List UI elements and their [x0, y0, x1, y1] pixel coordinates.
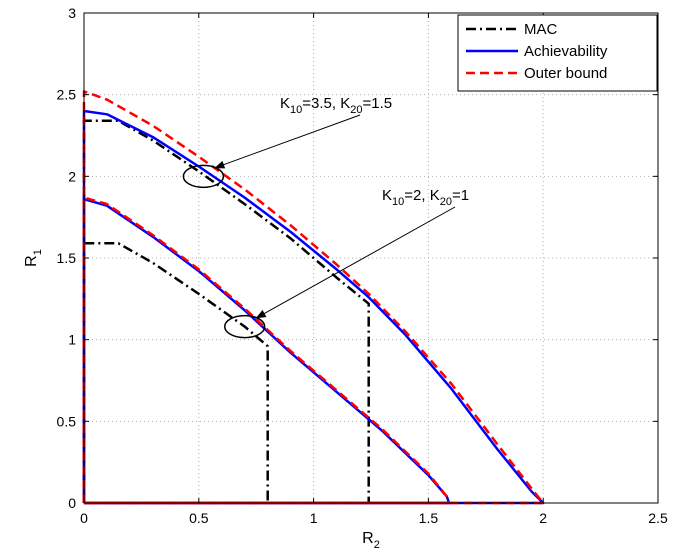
annotation-arrowhead [214, 160, 226, 169]
series-layer [82, 90, 545, 505]
y-tick-label: 3 [68, 5, 76, 21]
x-tick-label: 2.5 [648, 510, 668, 526]
legend-label: MAC [524, 21, 558, 38]
x-axis-label: R2 [362, 530, 380, 551]
legend-label: Outer bound [524, 65, 607, 82]
y-tick-label: 2 [68, 168, 76, 184]
y-tick-label: 0 [68, 495, 76, 511]
x-tick-label: 0.5 [189, 510, 209, 526]
annotation-arrow [255, 206, 456, 319]
legend-box [457, 14, 658, 92]
annotation-label: K10=3.5, K20=1.5 [280, 95, 392, 116]
series-line-mac [82, 242, 269, 505]
series-line-outer-bound [82, 196, 451, 505]
annotation-ellipse [223, 314, 266, 339]
x-tick-label: 1 [310, 510, 318, 526]
y-tick-label: 2.5 [57, 87, 77, 103]
y-tick-label: 1.5 [57, 250, 77, 266]
x-tick-label: 1.5 [419, 510, 439, 526]
y-tick-label: 1 [68, 332, 76, 348]
x-tick-label: 2 [539, 510, 547, 526]
annotation-ellipse [182, 164, 225, 189]
y-axis-label: R1 [23, 249, 44, 267]
series-line-achievability [82, 109, 545, 505]
axis-ticks: 0 0.5 1 1.5 2 2.5 0 0.5 1 1.5 2 2.5 3 [57, 5, 668, 526]
y-tick-label: 0.5 [57, 413, 77, 429]
annotation-arrow [214, 114, 361, 169]
legend: MAC Achievability Outer bound [457, 14, 658, 92]
annotation-label: K10=2, K20=1 [382, 187, 469, 208]
x-tick-label: 0 [80, 510, 88, 526]
series-line-outer-bound [82, 90, 545, 505]
legend-label: Achievability [524, 43, 608, 60]
series-line-mac [82, 119, 370, 505]
annotations: K10=3.5, K20=1.5 K10=2, K20=1 [182, 95, 469, 339]
annotation-arrowhead [255, 309, 267, 319]
